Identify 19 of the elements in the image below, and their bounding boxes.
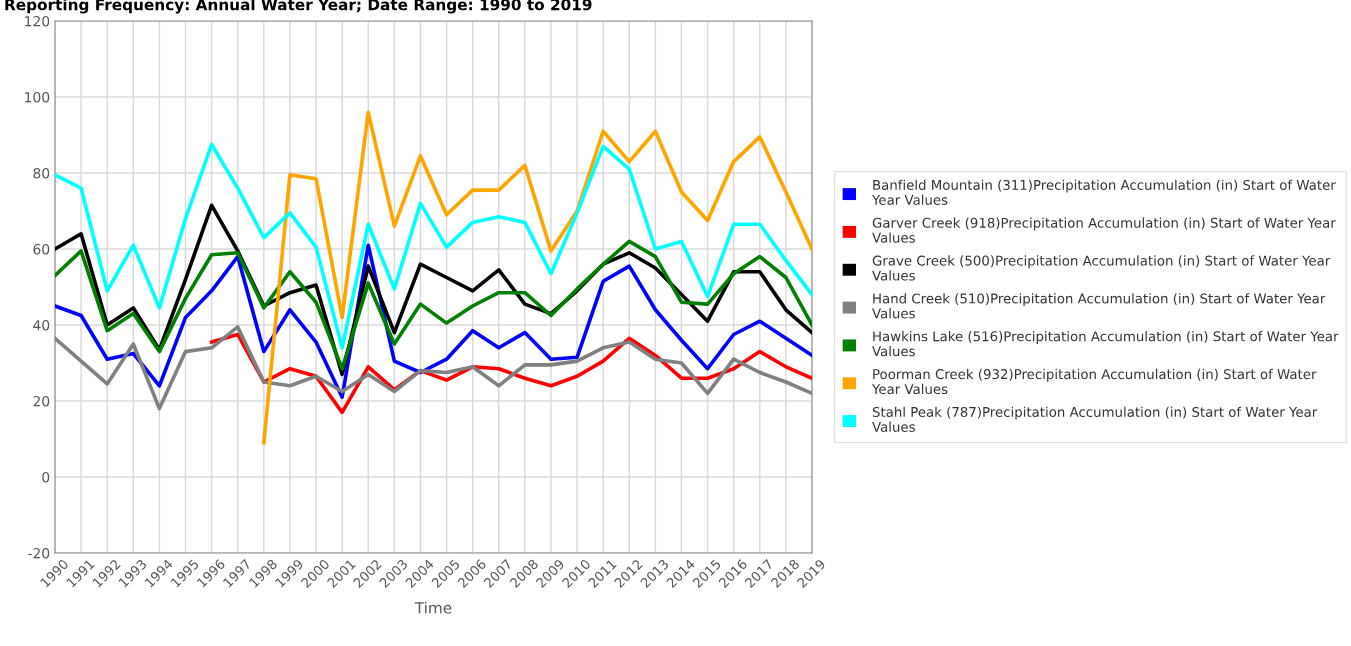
y-tick-label: 20 [33, 395, 50, 407]
legend-label: Hawkins Lake (516)Precipitation Accumulation (in) Start of Water Year Values [872, 331, 1339, 357]
legend-label: Banfield Mountain (311)Precipitation Accumulation (in) Start of Water Year Values [871, 179, 1336, 205]
legend-label: Poorman Creek (932)Precipitation Accumulation (in) Start of Water Year Values [871, 368, 1317, 395]
y-tick-label: 40 [33, 319, 50, 331]
y-tick-label: 0 [42, 471, 50, 483]
line-series [55, 142, 812, 350]
y-tick-label: 100 [25, 91, 50, 103]
y-tick-label: 120 [25, 15, 50, 27]
legend-label: Garver Creek (918)Precipitation Accumulation (in) Start of Water Year Values [872, 217, 1336, 243]
legend-label: Hand Creek (510)Precipitation Accumulation (in) Start of Water Year Values [872, 293, 1326, 319]
legend-label: Grave Creek (500)Precipitation Accumulation (in) Start of Water Year Values [872, 255, 1331, 281]
line-series [55, 239, 812, 371]
legend-label: Stahl Peak (787)Precipitation Accumulation (in) Start of Water Year Values [872, 406, 1318, 432]
y-tick-label: 80 [33, 167, 50, 179]
line-series [262, 110, 812, 445]
y-tick-label: 60 [33, 243, 50, 255]
x-axis-title: Time [414, 601, 452, 614]
y-tick-label: -20 [28, 547, 50, 559]
